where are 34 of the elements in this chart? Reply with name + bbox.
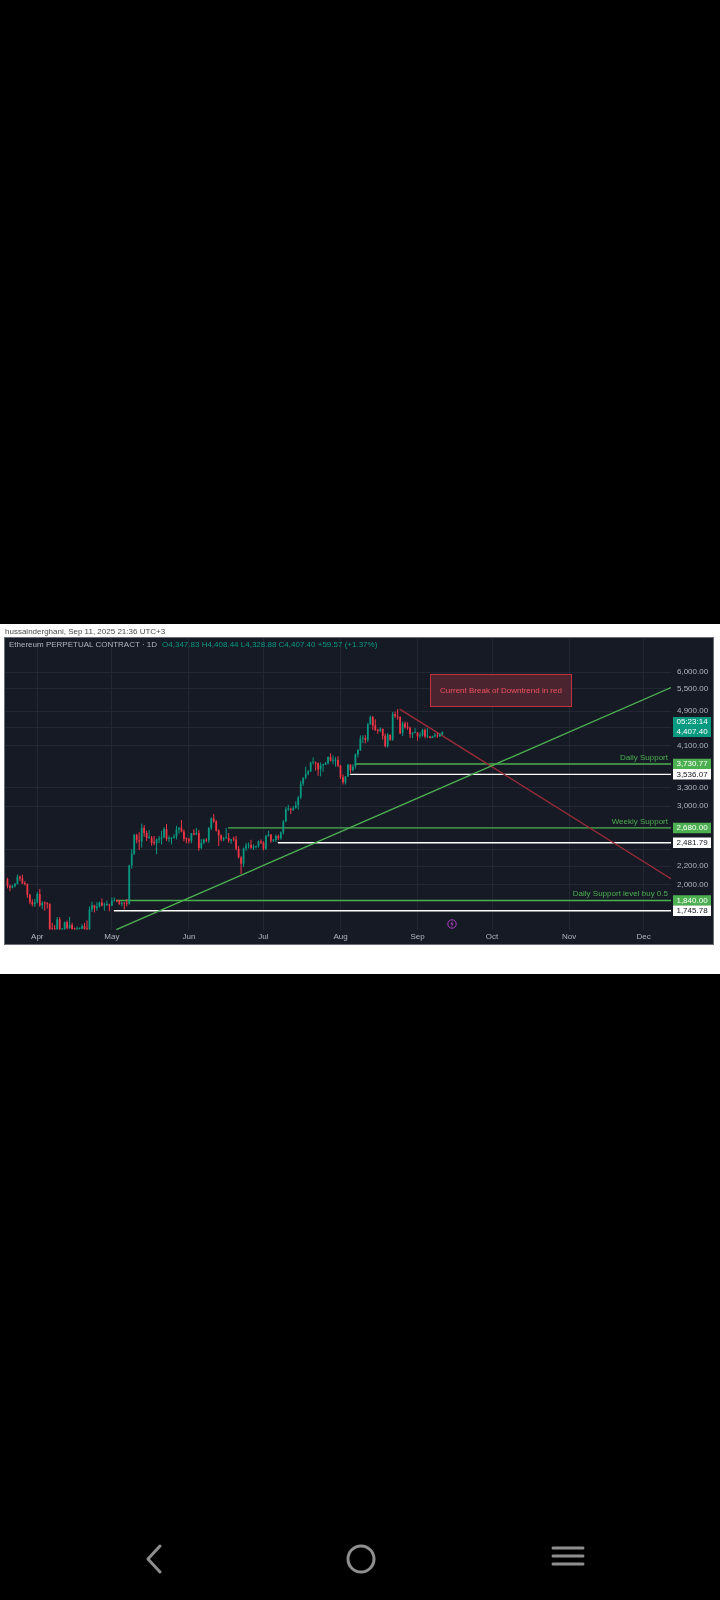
data-label: 1,840.00 (676, 895, 709, 905)
y-tick-label: 4,900.00 (677, 706, 709, 716)
data-label: 2,680.00 (676, 823, 709, 833)
y-tick-label: 5,500.00 (677, 684, 709, 694)
text: 05:23:14 (676, 717, 709, 727)
x-tick-label: Jul (258, 932, 269, 941)
data-label: 3,730.77 (676, 759, 709, 769)
chart-title: Ethereum PERPETUAL CONTRACT · 1D (9, 640, 158, 649)
data-label: 2,481.79 (676, 837, 709, 847)
text: hussainderghani, Sep 11, 2025 21:36 UTC+3 (5, 627, 166, 637)
x-tick-label: Sep (410, 932, 426, 941)
y-tick-label: 6,000.00 (677, 667, 709, 677)
data-label: 1,745.78 (676, 905, 709, 915)
candlestick (138, 831, 141, 851)
x-tick-label: Dec (636, 932, 651, 941)
annotation: Current Break of Downtrend in red (440, 685, 562, 696)
y-tick-label: 4,100.00 (677, 740, 709, 750)
y-tick-label: 3,000.00 (677, 801, 709, 811)
x-tick-label: Apr (31, 932, 44, 941)
series-label: Weekly Support (611, 816, 669, 826)
series-label: Daily Support (619, 752, 669, 762)
y-tick-label: 2,200.00 (677, 861, 709, 871)
x-tick-label: Oct (485, 932, 500, 941)
data-label: 3,536.07 (676, 769, 709, 779)
chart-subtitle: O4,347.83 H4,408.44 L4,328.88 C4,407.40 +59.57 (+1.37%) (162, 640, 378, 649)
y-tick-label: 3,300.00 (677, 782, 709, 792)
x-tick-label: Aug (333, 932, 348, 941)
label-box: Current Break of Downtrend in red (430, 674, 572, 707)
y-tick-label: 2,000.00 (677, 879, 709, 889)
series-label: Daily Support level buy 0.5 (572, 889, 669, 899)
text: 4,407.40 (676, 726, 709, 736)
x-tick-label: Jun (182, 932, 196, 941)
x-tick-label: Nov (561, 932, 577, 941)
x-tick-label: May (104, 932, 120, 941)
